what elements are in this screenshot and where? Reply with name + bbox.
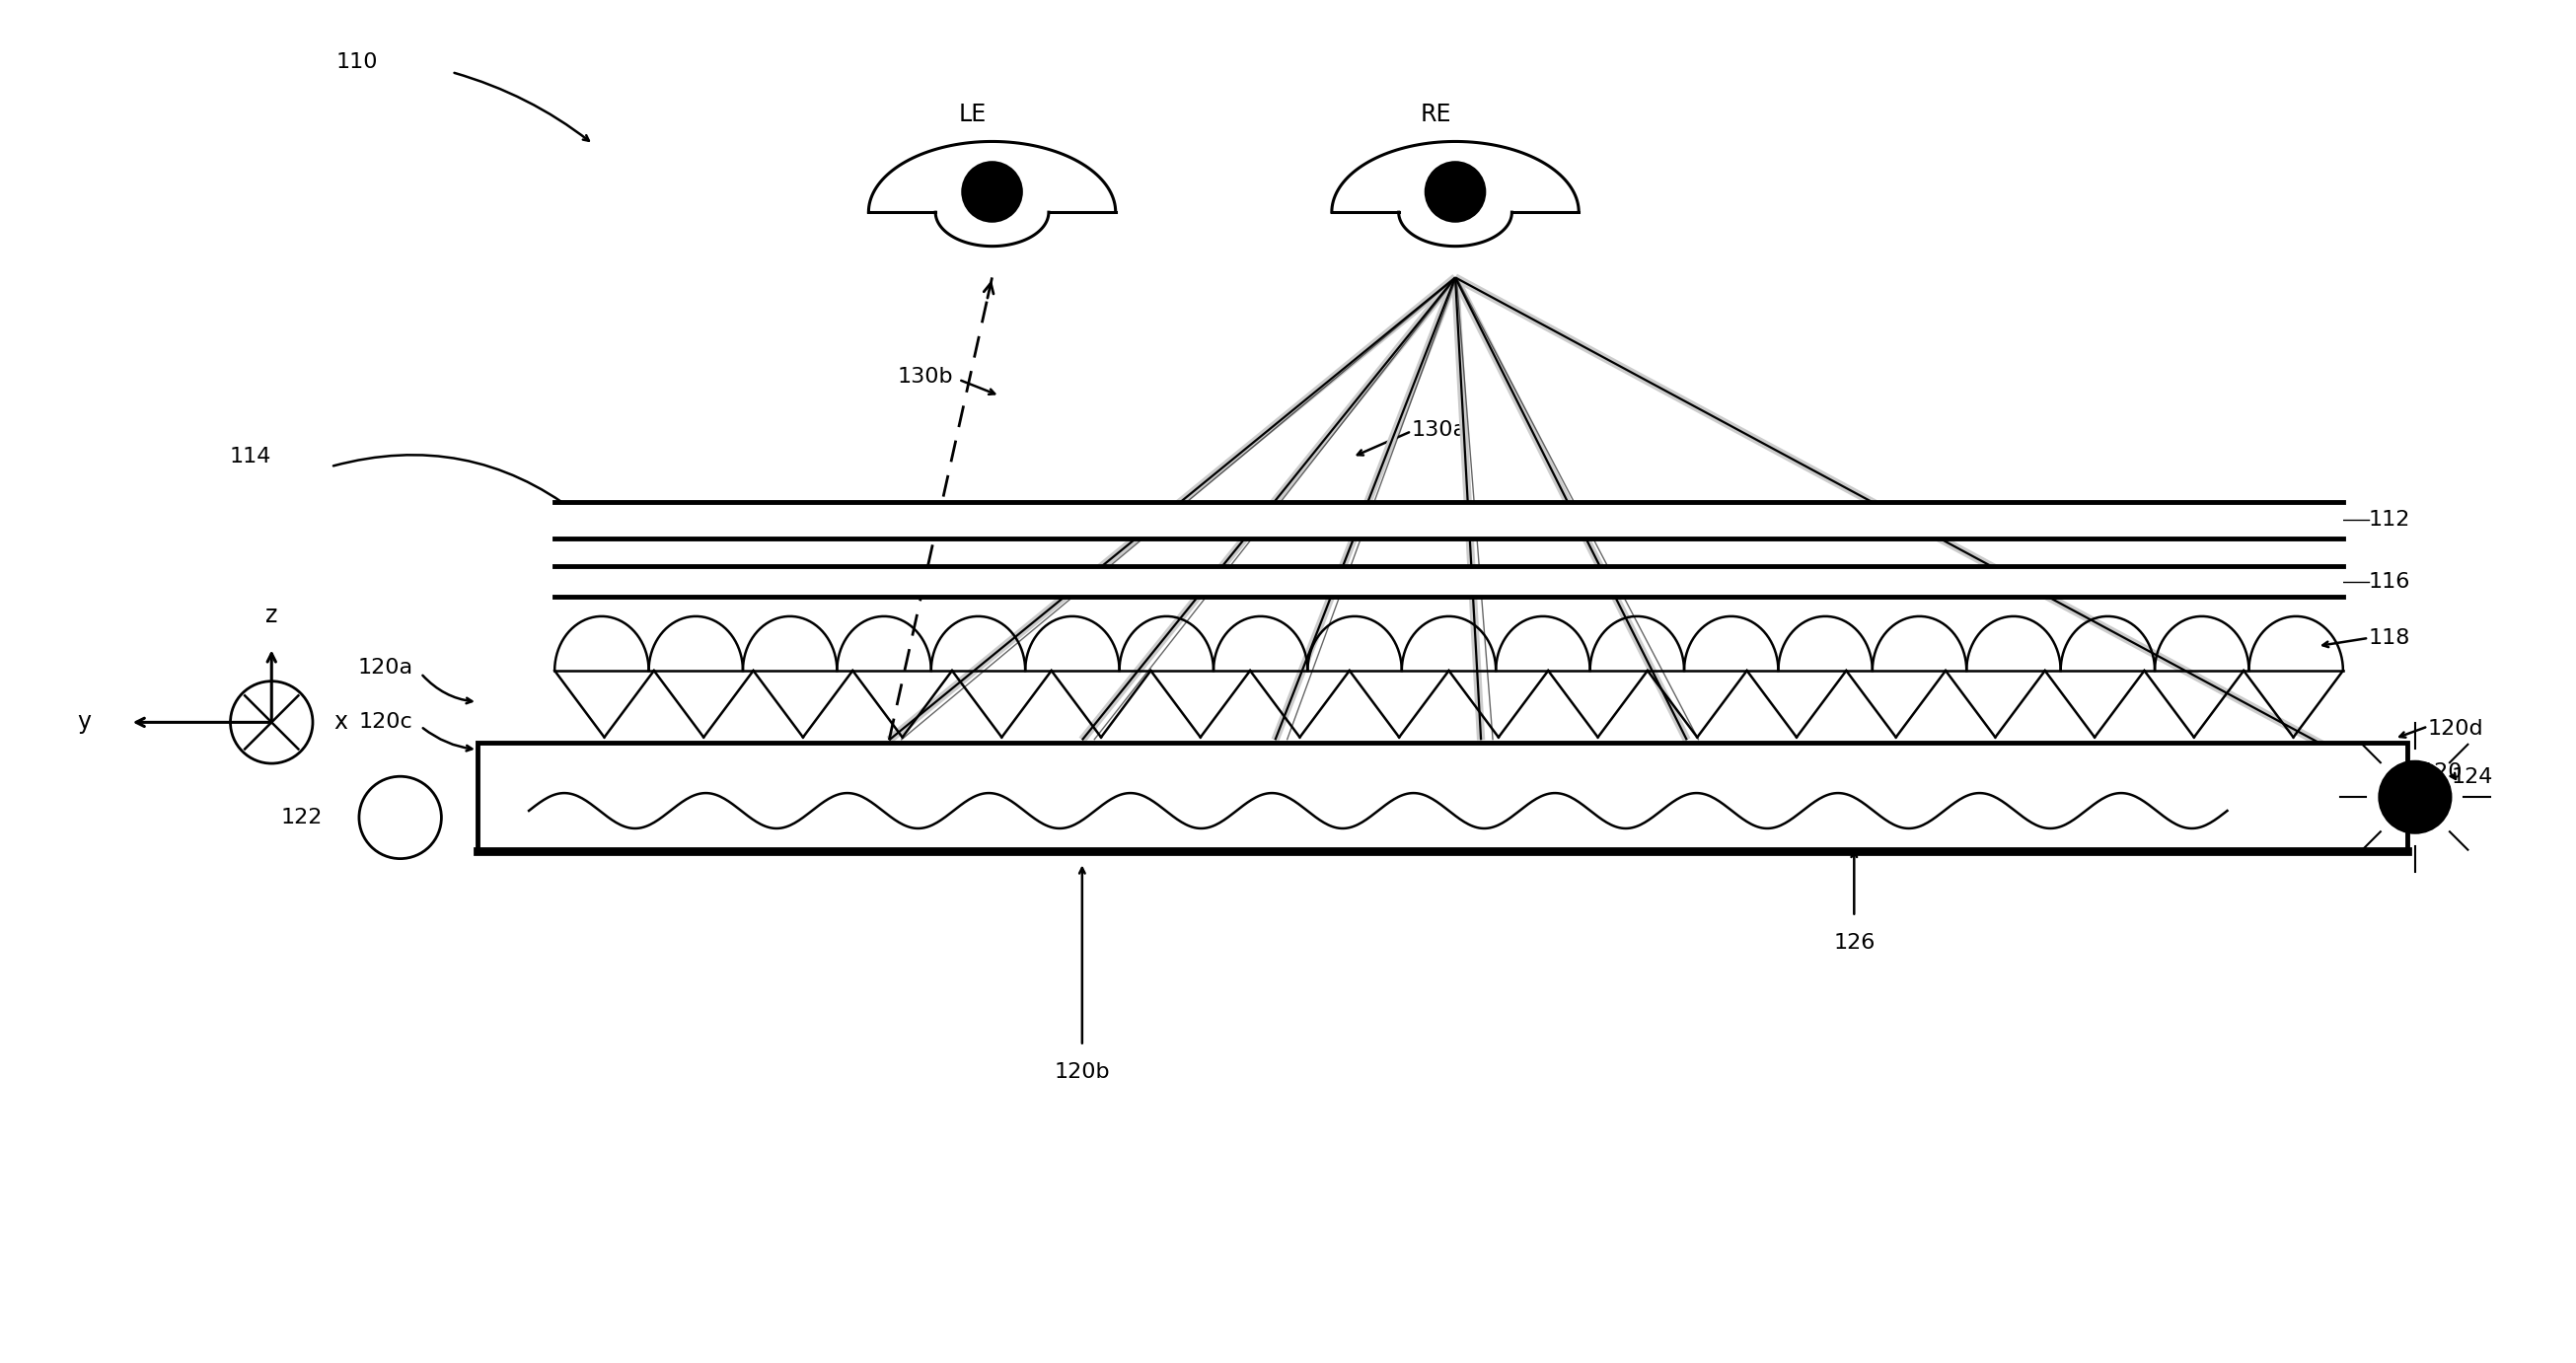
Text: 112: 112	[2370, 510, 2411, 529]
Bar	[554, 566, 2344, 597]
Text: 122: 122	[281, 808, 322, 827]
Text: 126: 126	[1834, 934, 1875, 953]
Text: 114: 114	[229, 447, 270, 468]
Circle shape	[2380, 761, 2452, 833]
Text: RE: RE	[1419, 104, 1450, 127]
Circle shape	[1425, 161, 1486, 222]
Text: y: y	[77, 710, 90, 735]
Bar	[477, 743, 2409, 852]
Text: 120a: 120a	[358, 658, 412, 677]
Text: 124: 124	[2452, 767, 2494, 786]
Text: z: z	[265, 604, 278, 627]
Text: 118: 118	[2370, 628, 2411, 647]
Text: 120b: 120b	[1054, 1062, 1110, 1082]
Text: 130a: 130a	[1412, 420, 1466, 440]
Text: 120: 120	[2421, 763, 2463, 782]
Text: 116: 116	[2370, 572, 2411, 592]
Circle shape	[961, 161, 1023, 222]
Text: 120c: 120c	[358, 713, 412, 732]
Bar	[554, 502, 2344, 538]
Text: x: x	[332, 710, 348, 735]
Text: 130b: 130b	[896, 367, 953, 387]
Text: 110: 110	[335, 53, 379, 72]
Text: 120d: 120d	[2429, 720, 2483, 739]
Text: LE: LE	[958, 104, 987, 127]
